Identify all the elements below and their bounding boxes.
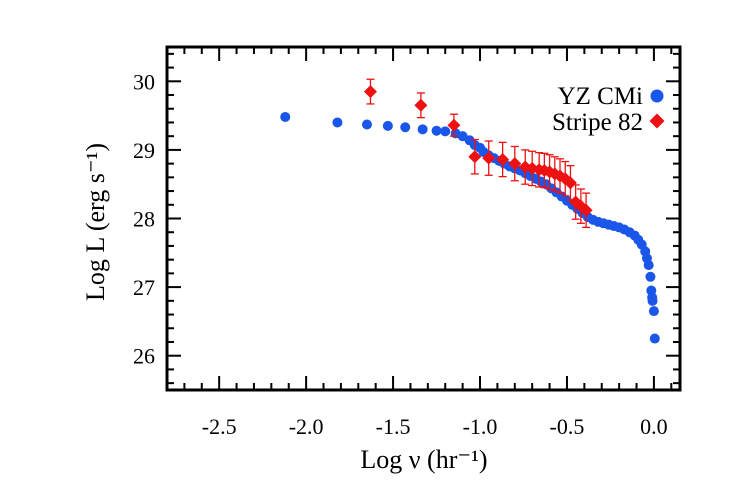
data-layer bbox=[280, 78, 660, 344]
point-stripe-82 bbox=[563, 176, 577, 190]
point-yz-cmi bbox=[382, 120, 393, 131]
point-stripe-82 bbox=[414, 98, 428, 112]
point-stripe-82 bbox=[447, 118, 461, 132]
point-yz-cmi bbox=[440, 126, 451, 137]
point-yz-cmi bbox=[645, 271, 656, 282]
labels-layer: -2.5 -2.0 -1.5 -1.0 -0.5 0.0 26 27 28 29 30 bbox=[133, 69, 668, 439]
x-tick-label: -0.5 bbox=[550, 414, 585, 439]
point-yz-cmi bbox=[400, 122, 411, 133]
point-yz-cmi bbox=[649, 333, 660, 344]
y-tick-label: 26 bbox=[133, 344, 155, 369]
point-yz-cmi bbox=[648, 306, 659, 317]
point-yz-cmi bbox=[643, 260, 654, 271]
legend-marker-yz-cmi bbox=[650, 89, 664, 103]
legend-label-yz-cmi: YZ CMi bbox=[558, 83, 643, 110]
point-yz-cmi bbox=[431, 125, 442, 136]
y-tick-label: 30 bbox=[133, 69, 155, 94]
y-tick-label: 27 bbox=[133, 275, 155, 300]
x-tick-label: -1.5 bbox=[376, 414, 411, 439]
y-tick-label: 29 bbox=[133, 138, 155, 163]
x-tick-label: -1.0 bbox=[463, 414, 498, 439]
point-yz-cmi bbox=[417, 124, 428, 135]
point-yz-cmi bbox=[280, 111, 291, 122]
x-tick-label: -2.5 bbox=[202, 414, 237, 439]
point-stripe-82 bbox=[579, 203, 593, 217]
point-yz-cmi bbox=[361, 119, 372, 130]
point-stripe-82 bbox=[468, 150, 482, 164]
x-tick-label: -2.0 bbox=[289, 414, 324, 439]
legend-label-stripe-82: Stripe 82 bbox=[552, 109, 643, 136]
point-stripe-82 bbox=[496, 153, 510, 167]
point-yz-cmi bbox=[332, 117, 343, 128]
ticks-layer bbox=[166, 47, 680, 390]
y-axis-label: Log L (erg s⁻¹) bbox=[81, 143, 110, 301]
legend: YZ CMi Stripe 82 bbox=[552, 83, 665, 136]
point-stripe-82 bbox=[482, 151, 496, 165]
x-axis-label: Log ν (hr⁻¹) bbox=[360, 445, 487, 474]
legend-marker-stripe-82 bbox=[649, 113, 665, 129]
point-stripe-82 bbox=[363, 85, 377, 99]
point-yz-cmi bbox=[647, 295, 658, 306]
point-stripe-82 bbox=[508, 157, 522, 171]
y-tick-label: 28 bbox=[133, 207, 155, 232]
x-tick-label: 0.0 bbox=[640, 414, 668, 439]
